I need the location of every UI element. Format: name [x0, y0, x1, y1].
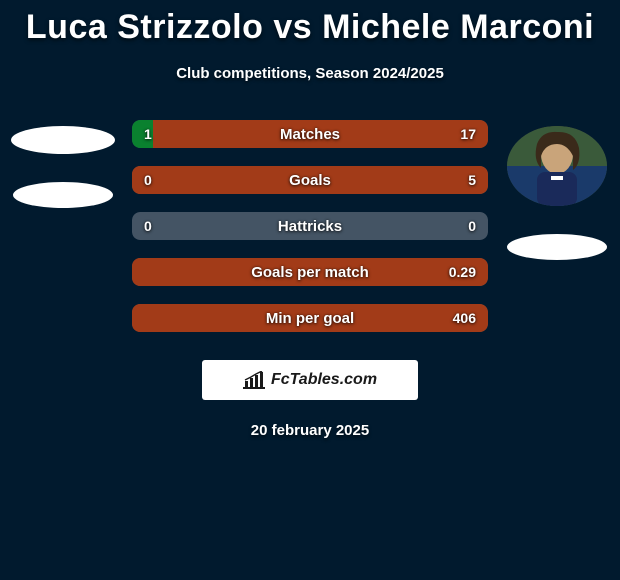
player-right-club-badge — [507, 234, 607, 260]
page-title: Luca Strizzolo vs Michele Marconi — [0, 8, 620, 47]
stat-value-right: 17 — [460, 126, 476, 142]
stat-value-left: 1 — [144, 126, 152, 142]
stat-value-right: 0.29 — [449, 264, 476, 280]
player-left-column — [8, 120, 118, 208]
stat-value-right: 0 — [468, 218, 476, 234]
stat-bar: Min per goal 406 — [132, 304, 488, 332]
stat-value-left: 0 — [144, 218, 152, 234]
stat-label: Goals — [289, 172, 331, 189]
stat-value-right: 406 — [453, 310, 476, 326]
logo-text: FcTables.com — [271, 371, 377, 389]
comparison-card: Luca Strizzolo vs Michele Marconi Club c… — [0, 0, 620, 439]
stat-label: Goals per match — [251, 264, 369, 281]
player-right-column — [502, 120, 612, 260]
stat-bar: 1 Matches 17 — [132, 120, 488, 148]
stats-bars: 1 Matches 17 0 Goals 5 0 Hattricks 0 Goals per ma… — [118, 120, 502, 332]
source-logo: FcTables.com — [202, 360, 418, 400]
stat-bar: 0 Hattricks 0 — [132, 212, 488, 240]
footer-date: 20 february 2025 — [0, 422, 620, 439]
stat-label: Hattricks — [278, 218, 342, 235]
bar-chart-icon — [243, 371, 265, 389]
stat-label: Min per goal — [266, 310, 354, 327]
player-right-avatar — [507, 126, 607, 206]
stat-value-left: 0 — [144, 172, 152, 188]
subtitle: Club competitions, Season 2024/2025 — [0, 65, 620, 82]
stat-bar: 0 Goals 5 — [132, 166, 488, 194]
stat-bar: Goals per match 0.29 — [132, 258, 488, 286]
player-left-club-badge — [13, 182, 113, 208]
body-row: 1 Matches 17 0 Goals 5 0 Hattricks 0 Goals per ma… — [0, 120, 620, 332]
stat-value-right: 5 — [468, 172, 476, 188]
stat-label: Matches — [280, 126, 340, 143]
avatar-photo-icon — [507, 126, 607, 206]
player-left-avatar — [11, 126, 115, 154]
